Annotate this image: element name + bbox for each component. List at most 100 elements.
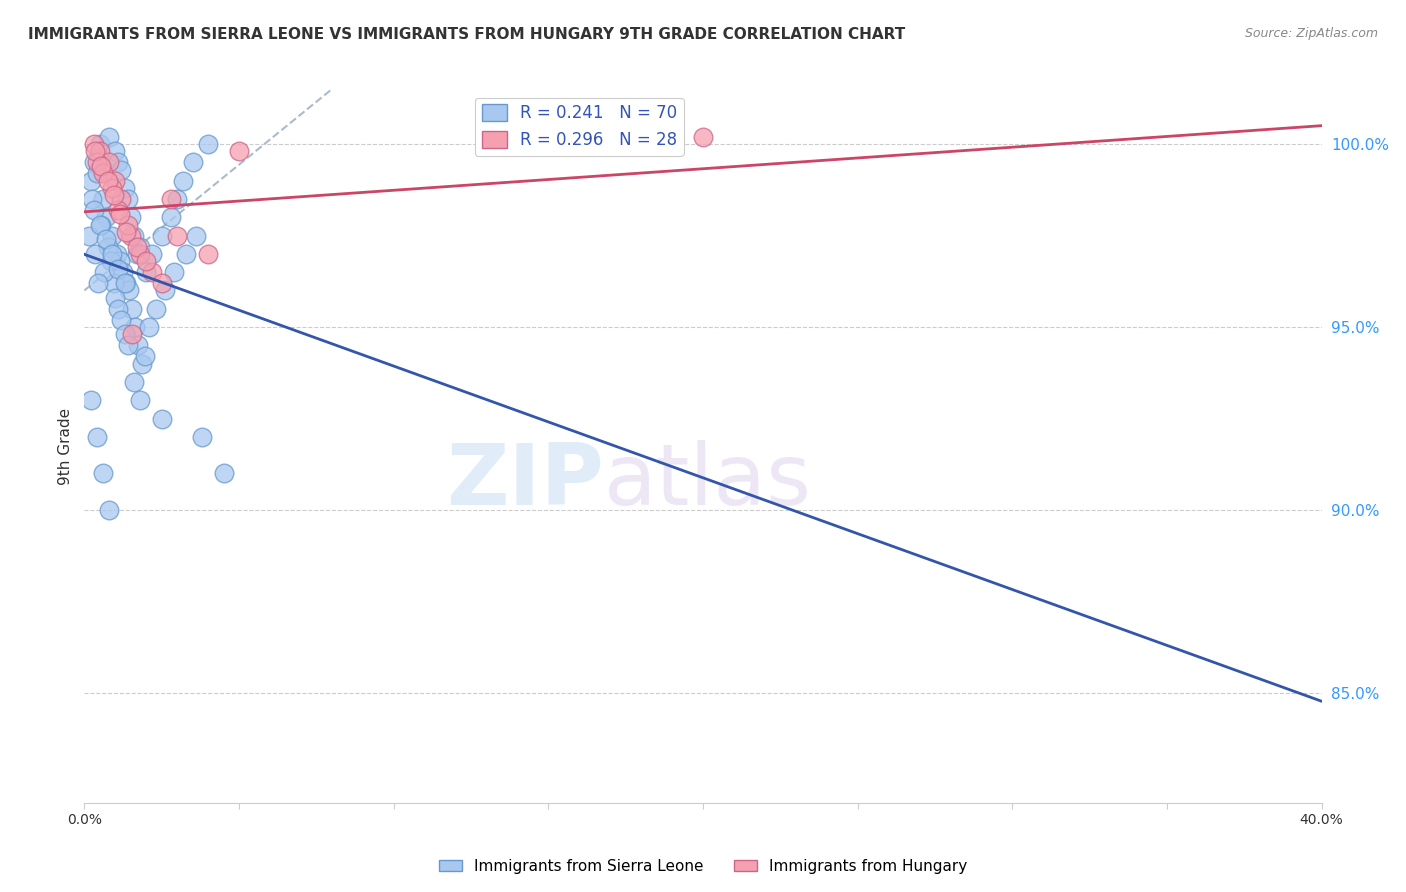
- Point: [135, 265, 157, 279]
- Point: [87, 276, 110, 290]
- Point: [150, 228, 173, 243]
- Point: [89, 137, 111, 152]
- Point: [83, 137, 105, 152]
- Point: [94, 211, 117, 225]
- Point: [115, 225, 138, 239]
- Point: [176, 247, 198, 261]
- Point: [91, 166, 114, 180]
- Point: [117, 192, 139, 206]
- Point: [121, 327, 143, 342]
- Point: [160, 211, 183, 225]
- Point: [181, 155, 204, 169]
- Point: [150, 276, 173, 290]
- Text: ZIP: ZIP: [446, 440, 605, 524]
- Point: [101, 181, 124, 195]
- Point: [160, 192, 183, 206]
- Point: [91, 192, 114, 206]
- Point: [97, 239, 120, 253]
- Point: [141, 247, 163, 261]
- Point: [86, 166, 108, 180]
- Point: [114, 276, 136, 290]
- Point: [131, 357, 153, 371]
- Point: [150, 411, 173, 425]
- Point: [120, 211, 142, 225]
- Point: [107, 155, 129, 169]
- Point: [101, 228, 124, 243]
- Point: [105, 247, 128, 261]
- Point: [104, 145, 127, 159]
- Point: [166, 192, 188, 206]
- Point: [98, 503, 121, 517]
- Point: [110, 312, 132, 326]
- Point: [107, 301, 129, 316]
- Point: [110, 192, 132, 206]
- Point: [89, 145, 111, 159]
- Point: [134, 349, 156, 363]
- Point: [103, 276, 125, 290]
- Point: [112, 265, 135, 279]
- Point: [91, 467, 114, 481]
- Point: [692, 129, 714, 144]
- Point: [108, 254, 131, 268]
- Point: [129, 393, 152, 408]
- Point: [98, 155, 121, 169]
- Point: [122, 228, 145, 243]
- Point: [86, 155, 108, 169]
- Point: [197, 137, 219, 152]
- Point: [197, 247, 219, 261]
- Point: [84, 145, 107, 159]
- Point: [86, 430, 108, 444]
- Point: [84, 247, 107, 261]
- Text: atlas: atlas: [605, 440, 813, 524]
- Point: [103, 188, 125, 202]
- Point: [115, 276, 138, 290]
- Point: [79, 393, 101, 408]
- Point: [145, 301, 167, 316]
- Point: [107, 202, 129, 217]
- Point: [94, 232, 117, 246]
- Point: [117, 338, 139, 352]
- Point: [125, 239, 148, 253]
- Point: [83, 202, 105, 217]
- Point: [100, 254, 122, 268]
- Point: [90, 159, 112, 173]
- Point: [89, 218, 111, 232]
- Point: [166, 228, 188, 243]
- Point: [79, 174, 101, 188]
- Point: [93, 265, 115, 279]
- Point: [90, 218, 112, 232]
- Point: [104, 174, 127, 188]
- Point: [82, 192, 104, 206]
- Point: [101, 247, 124, 261]
- Point: [121, 301, 143, 316]
- Point: [114, 327, 136, 342]
- Point: [153, 284, 176, 298]
- Point: [125, 247, 148, 261]
- Point: [129, 247, 152, 261]
- Point: [191, 430, 214, 444]
- Point: [97, 174, 120, 188]
- Point: [163, 265, 186, 279]
- Point: [135, 254, 157, 268]
- Point: [118, 284, 141, 298]
- Point: [228, 145, 250, 159]
- Point: [108, 206, 131, 220]
- Point: [77, 228, 100, 243]
- Point: [114, 181, 136, 195]
- Point: [83, 155, 105, 169]
- Point: [107, 261, 129, 276]
- Legend: Immigrants from Sierra Leone, Immigrants from Hungary: Immigrants from Sierra Leone, Immigrants…: [433, 853, 973, 880]
- Point: [98, 129, 121, 144]
- Point: [122, 375, 145, 389]
- Y-axis label: 9th Grade: 9th Grade: [58, 408, 73, 484]
- Point: [117, 218, 139, 232]
- Point: [110, 162, 132, 177]
- Point: [212, 467, 235, 481]
- Point: [129, 239, 152, 253]
- Point: [138, 320, 160, 334]
- Point: [128, 338, 150, 352]
- Legend: R = 0.241   N = 70, R = 0.296   N = 28: R = 0.241 N = 70, R = 0.296 N = 28: [475, 97, 683, 155]
- Point: [124, 320, 146, 334]
- Text: Source: ZipAtlas.com: Source: ZipAtlas.com: [1244, 27, 1378, 40]
- Point: [184, 228, 207, 243]
